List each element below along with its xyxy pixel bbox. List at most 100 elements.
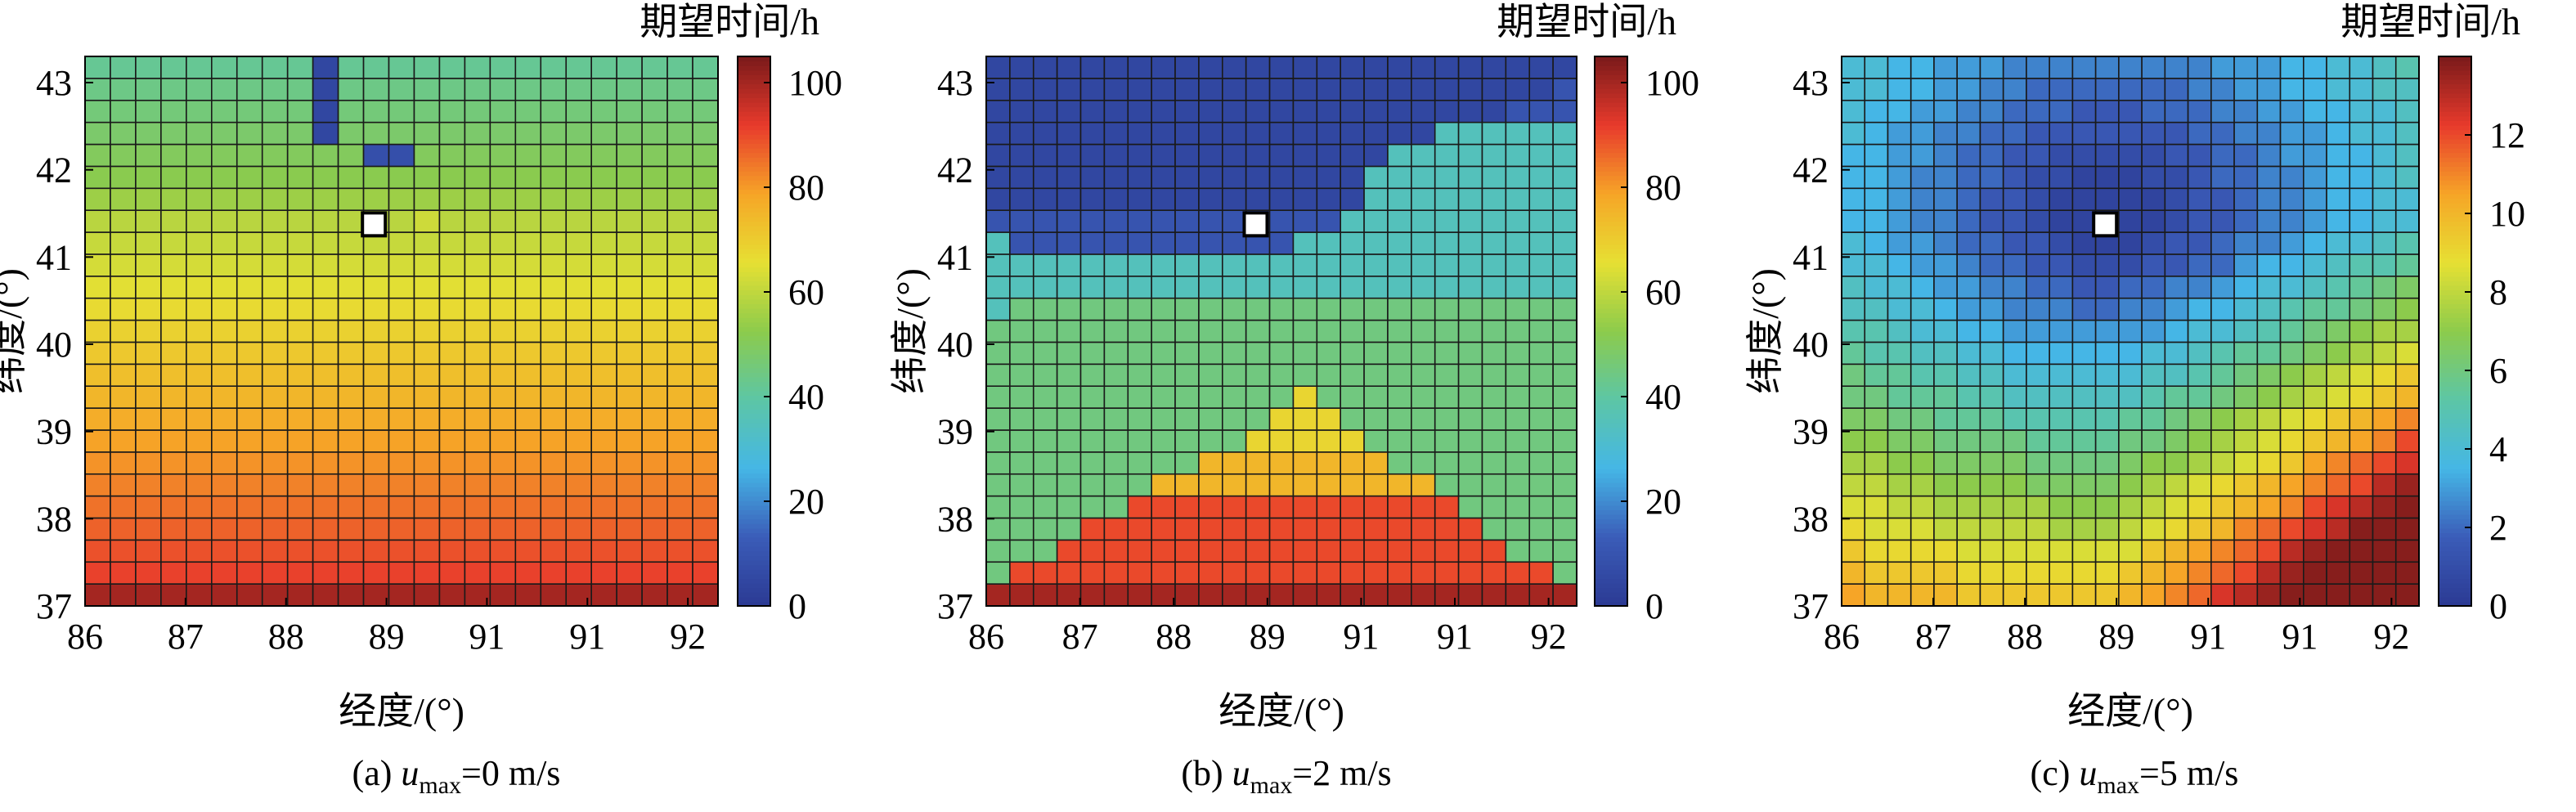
heatmap-cell — [1127, 539, 1152, 563]
heatmap-cell — [2256, 253, 2282, 277]
heatmap-cell — [210, 583, 238, 607]
heatmap-cell — [2372, 429, 2397, 453]
heatmap-cell — [616, 341, 643, 366]
heatmap-cell — [1198, 165, 1223, 190]
heatmap-cell — [1887, 561, 1912, 585]
heatmap-cell — [2187, 473, 2212, 497]
heatmap-cell — [1434, 99, 1460, 123]
heatmap-cell — [1887, 275, 1912, 299]
heatmap-cell — [1841, 363, 1866, 388]
heatmap-cell — [135, 99, 162, 123]
heatmap-cell — [2141, 209, 2166, 233]
heatmap-cell — [1056, 209, 1082, 233]
heatmap-cell — [1032, 517, 1058, 541]
y-tick-label: 41 — [1793, 237, 1829, 277]
heatmap-cell — [2141, 473, 2166, 497]
heatmap-cell — [1363, 473, 1389, 497]
heatmap-cell — [1481, 231, 1507, 255]
heatmap-cell — [1956, 78, 1981, 101]
heatmap-cell — [666, 143, 693, 168]
heatmap-cell — [312, 297, 339, 321]
heatmap-cell — [2049, 209, 2074, 233]
heatmap-cell — [1434, 231, 1460, 255]
heatmap-cell — [1933, 231, 1958, 255]
heatmap-cell — [1505, 209, 1531, 233]
heatmap-cell — [1151, 363, 1176, 388]
heatmap-cell — [641, 319, 668, 343]
heatmap-cell — [616, 143, 643, 168]
heatmap-cell — [286, 429, 314, 453]
heatmap-cell — [160, 451, 187, 475]
heatmap-cell — [286, 561, 314, 585]
heatmap-cell — [692, 165, 719, 190]
heatmap-cell — [692, 297, 719, 321]
colorbar-segment — [2439, 400, 2471, 406]
colorbar-segment — [738, 280, 770, 286]
colorbar-segment — [738, 253, 770, 258]
heatmap-cell — [2026, 429, 2050, 453]
heatmap-cell — [1979, 385, 2004, 409]
heatmap-cell — [2256, 187, 2282, 211]
heatmap-cell — [2026, 583, 2050, 607]
heatmap-cell — [2094, 99, 2120, 123]
heatmap-cell — [1864, 583, 1889, 607]
heatmap-cell — [1009, 583, 1034, 607]
heatmap-cell — [312, 78, 339, 101]
heatmap-cell — [337, 187, 365, 211]
y-tick-label: 42 — [937, 150, 973, 191]
heatmap-cell — [1979, 231, 2004, 255]
heatmap-cell — [666, 473, 693, 497]
heatmap-cell — [1009, 56, 1034, 79]
heatmap-cell — [1198, 297, 1223, 321]
colorbar-segment — [1595, 317, 1627, 323]
heatmap-cell — [236, 385, 263, 409]
heatmap-cell — [1887, 451, 1912, 475]
heatmap-cell — [464, 275, 491, 299]
heatmap-cell — [1411, 451, 1436, 475]
heatmap-cell — [641, 209, 668, 233]
heatmap-cell — [2164, 143, 2189, 168]
heatmap-cell — [666, 495, 693, 519]
colorbar-segment — [738, 560, 770, 566]
heatmap-cell — [1009, 539, 1034, 563]
heatmap-cell — [1552, 495, 1577, 519]
heatmap-cell — [1245, 253, 1271, 277]
heatmap-cell — [985, 539, 1011, 563]
heatmap-cell — [641, 583, 668, 607]
colorbar-segment — [2439, 97, 2471, 103]
heatmap-cell — [1979, 363, 2004, 388]
colorbar-segment — [1595, 92, 1627, 98]
heatmap-cell — [2256, 385, 2282, 409]
colorbar-segment — [1595, 189, 1627, 195]
heatmap-cell — [337, 99, 365, 123]
heatmap-cell — [1411, 231, 1436, 255]
heatmap-cell — [2279, 429, 2304, 453]
heatmap-cell — [2002, 451, 2027, 475]
heatmap-cell — [362, 495, 390, 519]
heatmap-cell — [388, 275, 415, 299]
heatmap-cell — [210, 275, 238, 299]
heatmap-cell — [641, 121, 668, 146]
colorbar-segment — [2439, 285, 2471, 291]
heatmap-cell — [160, 561, 187, 585]
heatmap-cell — [489, 275, 517, 299]
heatmap-cell — [337, 121, 365, 146]
heatmap-cell — [1103, 99, 1129, 123]
heatmap-cell — [286, 78, 314, 101]
heatmap-cell — [1174, 275, 1200, 299]
colorbar-segment — [1595, 120, 1627, 126]
heatmap-cell — [2187, 209, 2212, 233]
heatmap-cell — [489, 121, 517, 146]
heatmap-cell — [1864, 121, 1889, 146]
heatmap-cell — [1956, 341, 1981, 366]
y-tick-label: 40 — [36, 325, 72, 365]
heatmap-cell — [2141, 165, 2166, 190]
heatmap-cell — [2094, 78, 2120, 101]
heatmap-cell — [2256, 451, 2282, 475]
colorbar-segment — [738, 546, 770, 552]
heatmap-cell — [514, 385, 542, 409]
heatmap-cell — [210, 209, 238, 233]
colorbar-segment — [2439, 189, 2471, 195]
heatmap-cell — [2026, 385, 2050, 409]
colorbar-segment — [1595, 276, 1627, 281]
